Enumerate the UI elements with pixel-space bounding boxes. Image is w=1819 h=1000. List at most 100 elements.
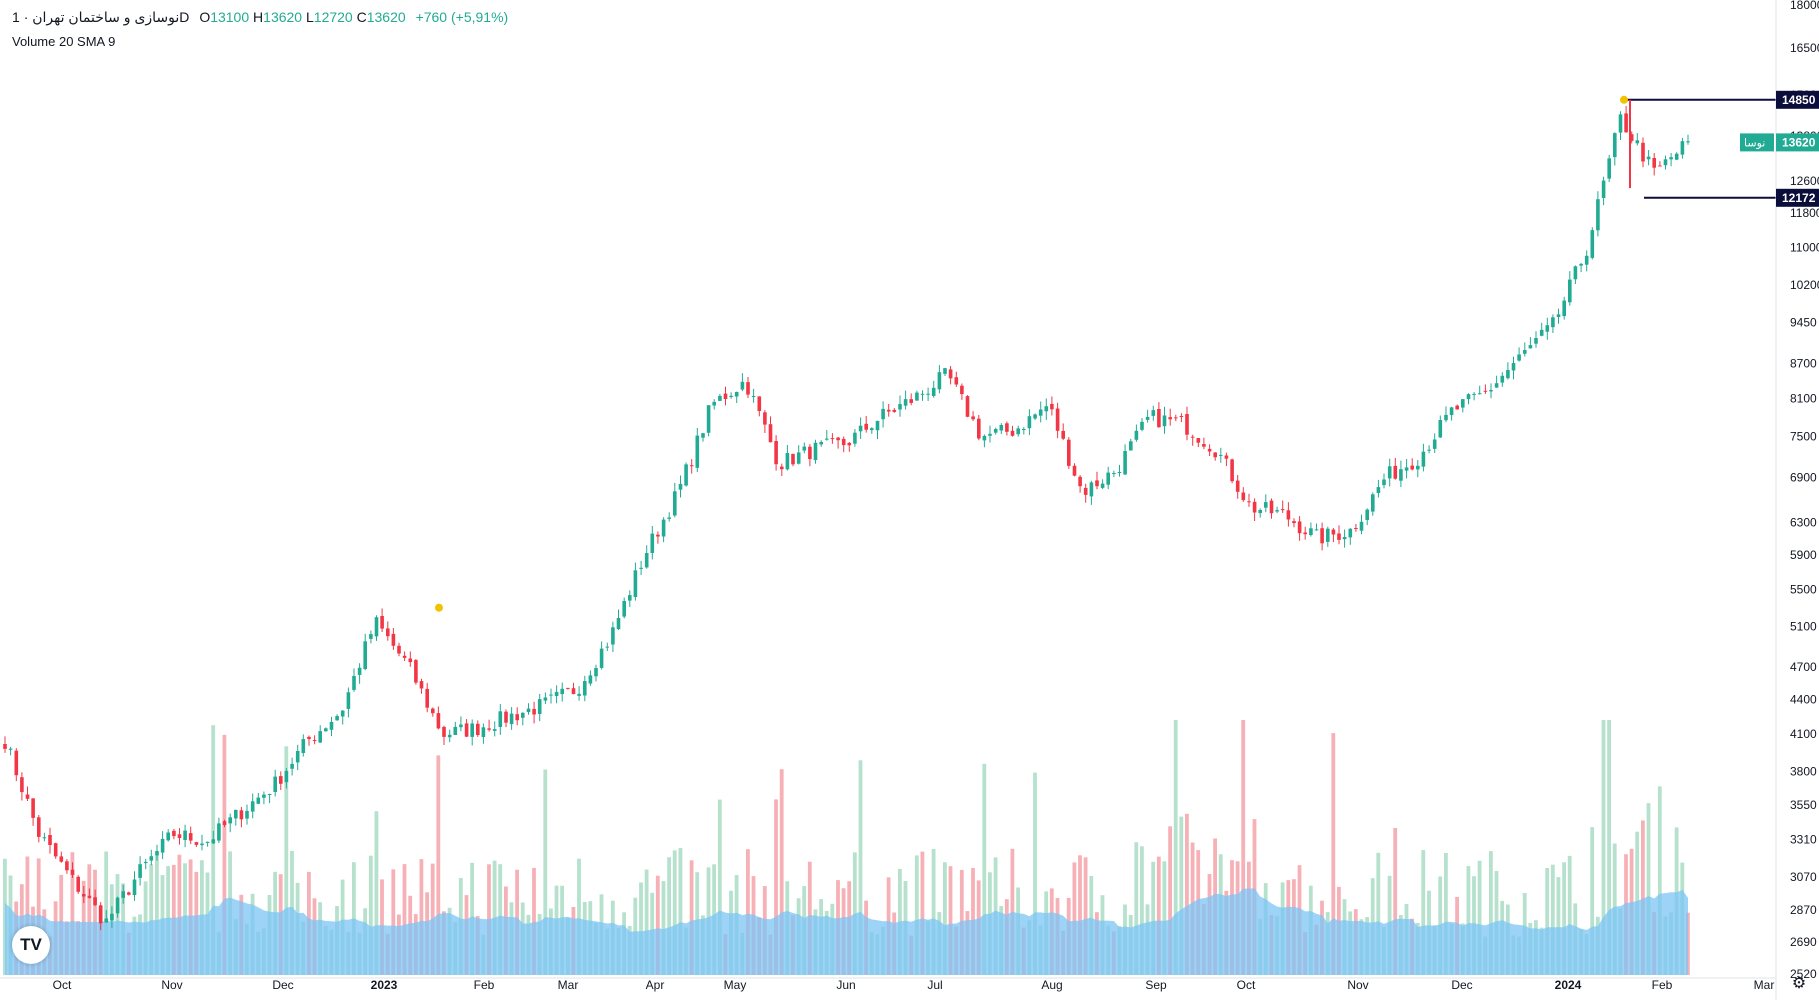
candle-body bbox=[1140, 421, 1144, 430]
candle-body bbox=[909, 399, 913, 403]
candle-body bbox=[121, 891, 125, 898]
candle-body bbox=[988, 433, 992, 436]
symbol-name[interactable]: نوسازی و ساختمان تهران bbox=[32, 9, 180, 25]
candle-body bbox=[1280, 509, 1285, 511]
candle-body bbox=[402, 655, 407, 658]
candle bbox=[1348, 527, 1353, 545]
candle-body bbox=[31, 798, 35, 818]
candle bbox=[594, 664, 598, 682]
candle-body bbox=[284, 771, 289, 783]
candle-body bbox=[1145, 416, 1150, 420]
volume-bar bbox=[1241, 720, 1246, 975]
candle bbox=[1258, 508, 1262, 518]
candle bbox=[960, 383, 964, 400]
candle bbox=[1050, 396, 1054, 416]
candle-body bbox=[408, 658, 413, 663]
candle-body bbox=[898, 404, 902, 410]
candle bbox=[628, 590, 632, 607]
candle bbox=[982, 434, 987, 448]
candle-body bbox=[1337, 533, 1341, 540]
candle bbox=[1410, 458, 1414, 471]
candle-body bbox=[948, 369, 953, 379]
candle bbox=[20, 772, 24, 801]
candle-body bbox=[549, 694, 553, 696]
candle-body bbox=[1618, 114, 1623, 133]
candle bbox=[447, 729, 452, 743]
price-tick-label: 4100 bbox=[1790, 727, 1817, 741]
candle bbox=[498, 704, 503, 735]
candle-body bbox=[447, 734, 452, 738]
candle-body bbox=[1224, 455, 1229, 459]
candle bbox=[954, 371, 959, 387]
time-tick-label: Mar bbox=[558, 978, 579, 992]
price-badge-bg bbox=[1776, 90, 1819, 109]
candle-body bbox=[194, 842, 199, 845]
candle-body bbox=[177, 834, 182, 838]
price-tick-label: 9450 bbox=[1790, 316, 1817, 330]
volume-bar bbox=[914, 855, 919, 975]
candle bbox=[357, 663, 362, 684]
candle bbox=[1483, 384, 1488, 394]
candle bbox=[813, 439, 818, 464]
candle bbox=[228, 813, 232, 833]
tradingview-logo[interactable]: TV bbox=[12, 926, 50, 964]
candle-body bbox=[678, 483, 683, 490]
candle-body bbox=[808, 446, 812, 460]
candle-body bbox=[718, 395, 722, 401]
gear-icon[interactable]: ⚙ bbox=[1791, 975, 1807, 992]
candle-body bbox=[841, 438, 846, 446]
candle-body bbox=[1016, 428, 1020, 435]
candle bbox=[948, 366, 953, 385]
candle bbox=[734, 391, 739, 403]
candle bbox=[1297, 516, 1302, 541]
candle bbox=[639, 560, 643, 576]
candle-body bbox=[115, 897, 120, 914]
time-tick-label: 2023 bbox=[371, 978, 398, 992]
candle bbox=[1202, 437, 1206, 450]
candle-body bbox=[1444, 414, 1448, 421]
candle-body bbox=[369, 634, 373, 639]
candle-body bbox=[1179, 416, 1184, 417]
candle-body bbox=[853, 432, 857, 444]
candle-body bbox=[1449, 407, 1454, 416]
open-value: 13100 bbox=[210, 9, 250, 25]
candle-body bbox=[1438, 420, 1443, 438]
candle-body bbox=[1050, 403, 1054, 410]
candle bbox=[1174, 414, 1178, 422]
candle-body bbox=[611, 627, 615, 645]
candle-body bbox=[1072, 465, 1077, 476]
volume-sma-area bbox=[5, 888, 1688, 975]
candle-body bbox=[886, 409, 891, 412]
candle bbox=[188, 826, 193, 845]
candle bbox=[1601, 176, 1606, 206]
candle bbox=[48, 827, 52, 854]
candle bbox=[768, 416, 773, 443]
candle-body bbox=[639, 567, 643, 569]
candle-body bbox=[87, 895, 92, 898]
volume-indicator-label[interactable]: Volume 20 SMA 9 bbox=[12, 34, 116, 49]
candle bbox=[853, 429, 857, 447]
candle-body bbox=[1556, 314, 1561, 317]
price-badge-tag-bg bbox=[1740, 133, 1774, 152]
candle-body bbox=[926, 393, 930, 395]
candle-body bbox=[594, 668, 598, 677]
candle bbox=[1235, 475, 1240, 499]
candle-body bbox=[1410, 465, 1414, 470]
volume-bar bbox=[1646, 803, 1651, 975]
candle-body bbox=[583, 681, 587, 696]
interval-label[interactable]: 1D bbox=[12, 9, 190, 25]
candle bbox=[273, 769, 277, 797]
candle-body bbox=[217, 823, 221, 841]
price-badge-range-low: 12172 bbox=[1776, 188, 1819, 207]
candle-body bbox=[481, 727, 486, 737]
candle bbox=[695, 428, 700, 473]
candle-body bbox=[1100, 483, 1105, 488]
volume-bar bbox=[1466, 866, 1471, 975]
candle bbox=[1500, 372, 1505, 387]
candle bbox=[903, 390, 908, 410]
candle-body bbox=[1196, 438, 1201, 443]
candle-body bbox=[1365, 509, 1369, 520]
candle-body bbox=[875, 420, 880, 431]
